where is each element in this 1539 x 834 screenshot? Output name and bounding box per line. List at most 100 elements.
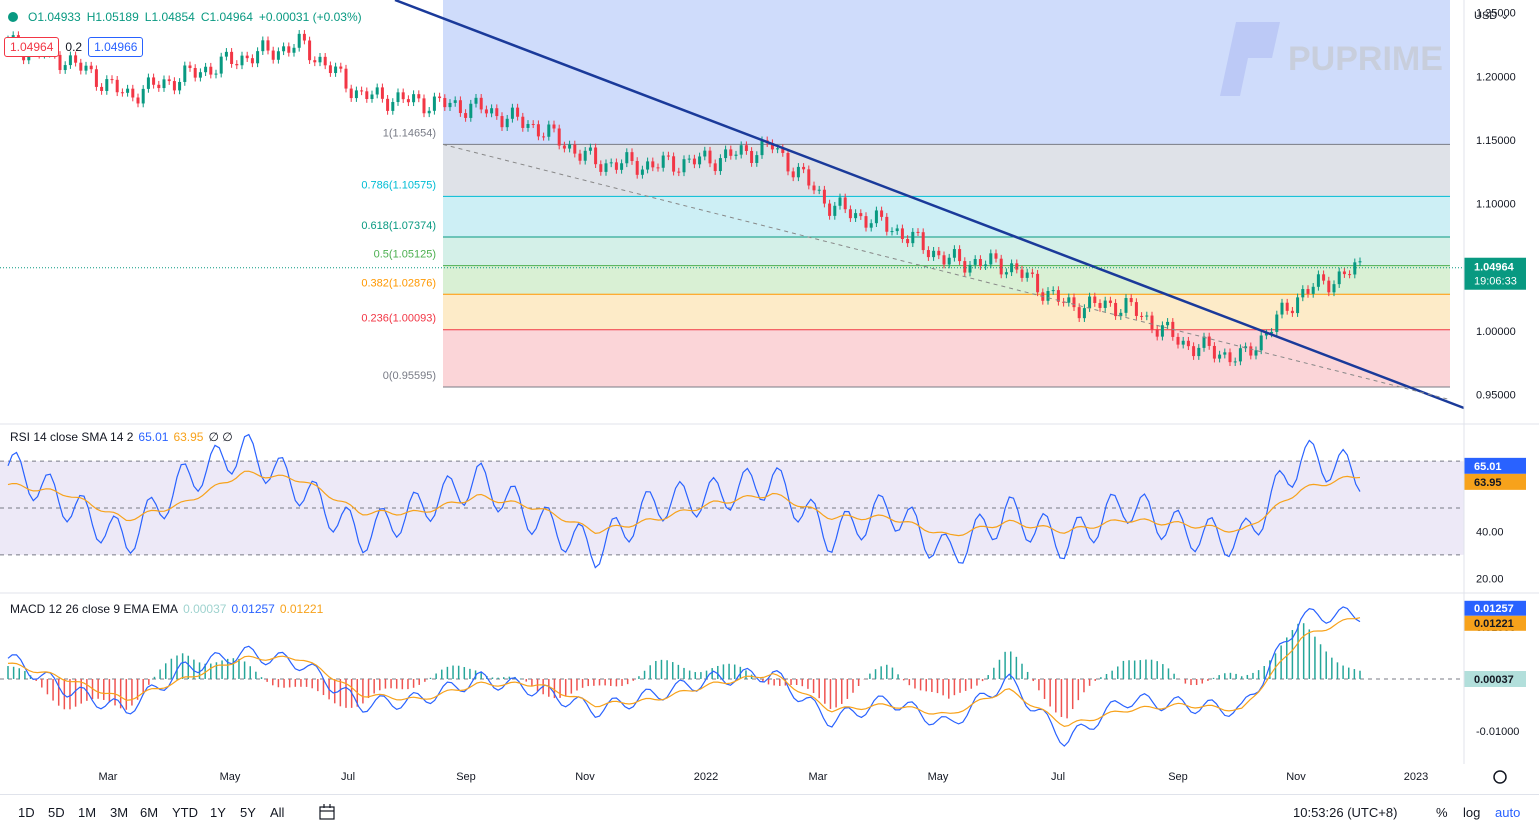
candle-body <box>989 253 993 265</box>
candle-body <box>1088 296 1092 309</box>
candle-body <box>739 145 743 155</box>
candle-body <box>464 113 468 118</box>
candle-body <box>1254 350 1258 356</box>
candle-body <box>1056 290 1060 302</box>
candle-body <box>911 231 915 244</box>
candle-body <box>859 213 863 217</box>
candle-body <box>448 102 452 108</box>
macd-line <box>7 606 1361 747</box>
currency-selector[interactable]: USD ⌄ <box>1474 10 1510 22</box>
time-display[interactable]: 10:53:26 (UTC+8) <box>1293 805 1398 820</box>
candle-body <box>869 223 873 228</box>
percent-toggle[interactable]: % <box>1436 805 1448 820</box>
candle-body <box>89 65 93 70</box>
candle-body <box>1285 302 1289 311</box>
timeframe-ytd[interactable]: YTD <box>172 805 198 820</box>
candle-body <box>1072 297 1076 308</box>
candle-body <box>1155 329 1159 337</box>
candle-body <box>224 51 228 57</box>
ask-button[interactable]: 1.04966 <box>88 37 144 57</box>
currency-label: USD <box>1474 10 1498 22</box>
candle-body <box>620 163 624 170</box>
rsi-legend-extra: ∅ ∅ <box>208 430 233 444</box>
rsi-line <box>7 433 1361 569</box>
candle-body <box>271 50 275 60</box>
candle-body <box>406 99 410 103</box>
candle-body <box>802 166 806 170</box>
price-tick-label: 1.20000 <box>1476 71 1516 83</box>
timeframe-5y[interactable]: 5Y <box>240 805 256 820</box>
candle-body <box>1296 297 1300 314</box>
candle-body <box>276 51 280 60</box>
candle-body <box>79 62 83 71</box>
timeframe-1y[interactable]: 1Y <box>210 805 226 820</box>
fib-label: 0(0.95595) <box>383 370 436 382</box>
fib-band <box>443 329 1450 387</box>
timeframe-1m[interactable]: 1M <box>78 805 97 820</box>
candle-body <box>1004 272 1008 275</box>
candle-body <box>656 167 660 169</box>
candle-body <box>302 33 306 41</box>
candle-body <box>921 232 925 251</box>
rsi-sma-label: 63.95 <box>1474 477 1502 489</box>
candle-body <box>599 164 603 172</box>
rsi-legend-sma: 63.95 <box>173 430 204 444</box>
candle-body <box>1358 261 1362 263</box>
candle-body <box>734 154 738 156</box>
price-tick-label: 1.25000 <box>1476 8 1516 20</box>
bid-button[interactable]: 1.04964 <box>4 37 60 57</box>
candle-body <box>1150 315 1154 330</box>
candle-body <box>1114 302 1118 317</box>
candle-body <box>375 87 379 95</box>
candle-body <box>578 153 582 161</box>
candle-body <box>505 118 509 128</box>
date-range-icon[interactable] <box>318 803 336 821</box>
market-status-icon <box>8 12 18 22</box>
candle-body <box>344 68 348 89</box>
candle-body <box>1077 307 1081 319</box>
fib-label: 0.786(1.10575) <box>361 179 436 191</box>
candle-body <box>1098 303 1102 308</box>
candle-body <box>1036 273 1040 293</box>
candle-body <box>583 150 587 161</box>
candle-body <box>640 169 644 175</box>
candle-body <box>328 65 332 74</box>
auto-toggle[interactable]: auto <box>1495 805 1521 820</box>
log-toggle[interactable]: log <box>1463 805 1481 820</box>
candle-body <box>958 249 962 262</box>
candle-body <box>297 33 301 48</box>
candle-body <box>880 210 884 217</box>
candle-body <box>516 107 520 117</box>
timeframe-3m[interactable]: 3M <box>110 805 129 820</box>
candle-body <box>609 162 613 164</box>
rsi-value-label: 65.01 <box>1474 461 1502 473</box>
candle-body <box>313 60 317 63</box>
timeframe-all[interactable]: All <box>270 805 285 820</box>
candle-body <box>490 108 494 114</box>
macd-legend-signal: 0.01221 <box>279 602 324 616</box>
candle-body <box>864 216 868 228</box>
timeframe-1d[interactable]: 1D <box>18 805 35 820</box>
candle-body <box>458 100 462 114</box>
candle-body <box>531 123 535 125</box>
timeframe-5d[interactable]: 5D <box>48 805 65 820</box>
candle-body <box>479 97 483 110</box>
candle-body <box>1015 263 1019 270</box>
candle-body <box>843 197 847 210</box>
candle-body <box>926 250 930 258</box>
time-axis-label: 2022 <box>694 771 718 783</box>
settings-icon[interactable] <box>1493 770 1507 784</box>
macd-legend: MACD 12 26 close 9 EMA EMA 0.00037 0.012… <box>10 602 323 616</box>
candle-body <box>594 147 598 165</box>
timeframe-6m[interactable]: 6M <box>140 805 159 820</box>
candle-body <box>1124 298 1128 313</box>
candle-body <box>131 88 135 98</box>
candle-body <box>1025 272 1029 278</box>
rsi-sma-line <box>7 470 1361 537</box>
candle-body <box>474 97 478 104</box>
rsi-tick-label: 40.00 <box>1476 526 1504 538</box>
fib-diagonal <box>442 143 1451 401</box>
candle-body <box>1082 308 1086 319</box>
candle-body <box>1301 289 1305 298</box>
